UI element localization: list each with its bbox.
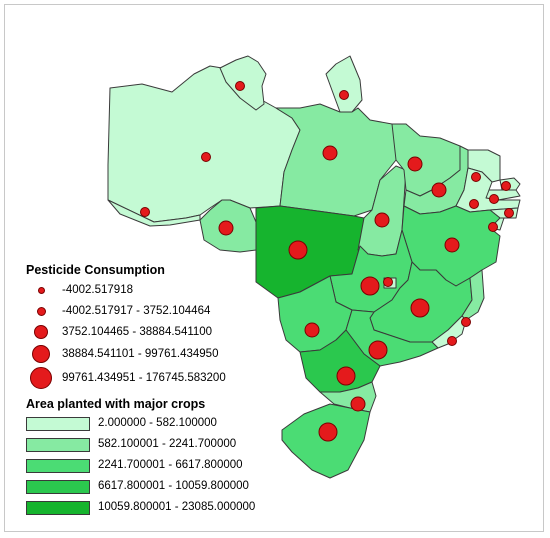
pesticide-marker-pb (489, 194, 499, 204)
pesticide-legend-label: 99761.434951 - 176745.583200 (62, 372, 226, 384)
pesticide-marker-go (360, 276, 380, 296)
pesticide-marker-rj (447, 336, 457, 346)
pesticide-circle-class3 (34, 325, 48, 339)
pesticide-legend-label: -4002.517918 (62, 284, 133, 296)
pesticide-legend-label: 3752.104465 - 38884.541100 (62, 326, 213, 338)
pesticide-circle-class4 (32, 345, 50, 363)
pesticide-legend-item: 38884.541101 - 99761.434950 (26, 345, 276, 365)
pesticide-marker-ma (407, 156, 423, 172)
pesticide-marker-al (504, 208, 514, 218)
state-ap (325, 55, 363, 113)
pesticide-marker-ac (140, 207, 150, 217)
state-pr (299, 329, 381, 393)
pesticide-marker-mg (410, 298, 430, 318)
area-swatch-class4 (26, 480, 90, 494)
state-am (107, 65, 301, 223)
pesticide-circle-class2 (37, 307, 46, 316)
pesticide-circle-class1 (38, 287, 45, 294)
pesticide-legend-title: Pesticide Consumption (26, 263, 165, 277)
pesticide-marker-rr (235, 81, 245, 91)
pesticide-marker-ap (339, 90, 349, 100)
area-legend-item: 10059.800001 - 23085.000000 (26, 501, 276, 516)
pesticide-marker-pr (336, 366, 356, 386)
pesticide-marker-ro (218, 220, 234, 236)
area-legend-item: 2.000000 - 582.100000 (26, 417, 276, 432)
pesticide-marker-es (461, 317, 471, 327)
pesticide-marker-sc (350, 396, 366, 412)
area-legend-label: 2241.700001 - 6617.800000 (98, 459, 243, 471)
area-legend-label: 10059.800001 - 23085.000000 (98, 501, 256, 513)
pesticide-marker-to (374, 212, 390, 228)
pesticide-marker-ba (444, 237, 460, 253)
state-rj (431, 315, 467, 349)
state-es (461, 269, 485, 321)
area-legend-item: 2241.700001 - 6617.800000 (26, 459, 276, 474)
area-swatch-class1 (26, 417, 90, 431)
area-swatch-class2 (26, 438, 90, 452)
pesticide-legend-item: -4002.517917 - 3752.104464 (26, 304, 276, 320)
pesticide-legend-item: 3752.104465 - 38884.541100 (26, 324, 276, 342)
pesticide-marker-pe (469, 199, 479, 209)
pesticide-marker-ms (304, 322, 320, 338)
area-swatch-class5 (26, 501, 90, 515)
pesticide-marker-se (488, 222, 498, 232)
area-swatch-class3 (26, 459, 90, 473)
area-legend-label: 582.100001 - 2241.700000 (98, 438, 237, 450)
pesticide-marker-am (201, 152, 211, 162)
area-legend-item: 582.100001 - 2241.700000 (26, 438, 276, 453)
pesticide-marker-df (383, 277, 393, 287)
pesticide-marker-pi (431, 182, 447, 198)
pesticide-legend-label: 38884.541101 - 99761.434950 (62, 348, 219, 360)
pesticide-legend-item: 99761.434951 - 176745.583200 (26, 367, 276, 391)
area-legend-label: 6617.800001 - 10059.800000 (98, 480, 249, 492)
map-frame (4, 4, 544, 532)
pesticide-legend-label: -4002.517917 - 3752.104464 (62, 305, 211, 317)
pesticide-marker-ce (471, 172, 481, 182)
area-legend-title: Area planted with major crops (26, 397, 206, 411)
pesticide-legend-item: -4002.517918 (26, 283, 276, 299)
pesticide-marker-pa (322, 145, 338, 161)
pesticide-marker-rn (501, 181, 511, 191)
pesticide-marker-rs (318, 422, 338, 442)
pesticide-marker-mt (288, 240, 308, 260)
pesticide-marker-sp (368, 340, 388, 360)
area-legend-label: 2.000000 - 582.100000 (98, 417, 217, 429)
area-legend-item: 6617.800001 - 10059.800000 (26, 480, 276, 495)
pesticide-circle-class5 (30, 367, 52, 389)
